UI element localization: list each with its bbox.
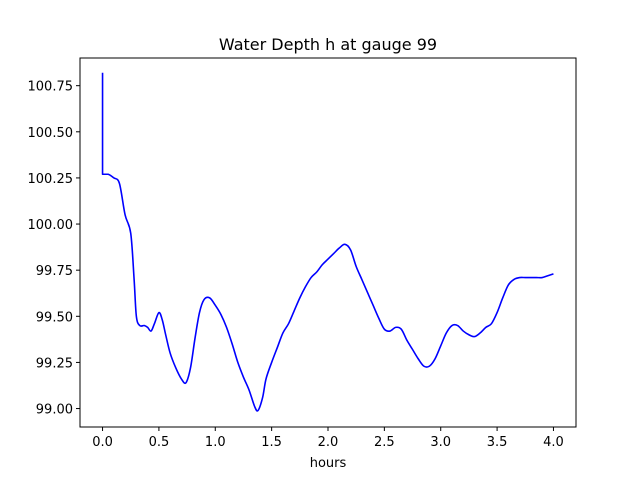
x-tick-label: 0.5 [149,435,170,450]
y-tick-label: 100.75 [28,80,74,95]
series-layer [101,72,554,412]
x-tick-label: 3.0 [430,435,451,450]
x-tick-label: 3.5 [487,435,508,450]
x-axis-label: hours [310,456,347,471]
x-tick-label: 1.0 [205,435,226,450]
y-tick-label: 100.00 [28,218,74,233]
y-tick-label: 99.25 [36,356,73,371]
y-tick-label: 100.50 [28,126,74,141]
y-tick-label: 100.25 [28,172,74,187]
x-tick-label: 2.5 [374,435,395,450]
x-tick-label: 0.0 [92,435,113,450]
y-tick-label: 99.50 [36,310,73,325]
y-tick-label: 99.00 [36,403,73,418]
chart-title: Water Depth h at gauge 99 [219,35,437,54]
x-tick-label: 2.0 [318,435,339,450]
x-axis: 0.0 0.5 1.0 1.5 2.0 2.5 3.0 3.5 4.0 [92,427,564,450]
x-tick-label: 4.0 [543,435,564,450]
y-tick-label: 99.75 [36,264,73,279]
x-tick-label: 1.5 [261,435,282,450]
series-line [101,72,554,412]
y-axis: 99.00 99.25 99.50 99.75 100.00 100.25 100.50 10… [28,80,80,418]
